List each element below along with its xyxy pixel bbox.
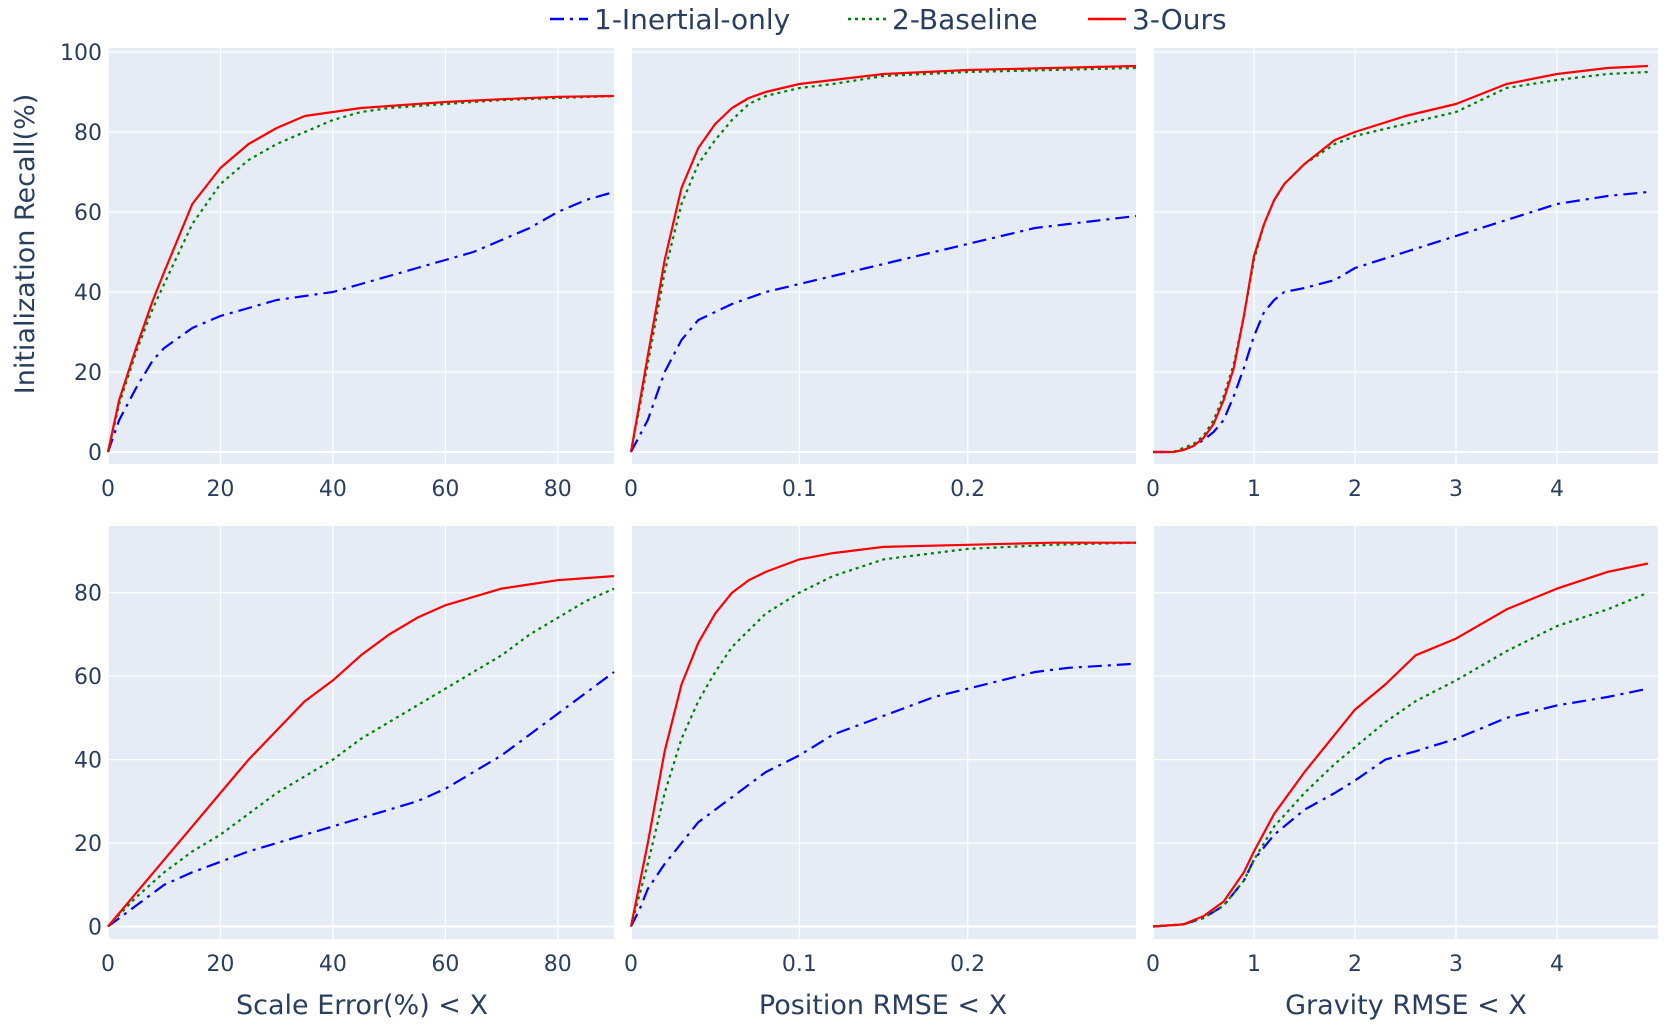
y-tick-label: 60 xyxy=(74,201,102,226)
series-line-ours xyxy=(106,94,615,453)
x-tick-label: 80 xyxy=(544,952,572,977)
y-tick-label: 40 xyxy=(74,749,102,774)
x-tick-label: 40 xyxy=(319,952,347,977)
legend-item-baseline: 2-Baseline xyxy=(848,3,1038,36)
x-tick-label: 60 xyxy=(431,952,459,977)
y-tick-label: 0 xyxy=(88,441,102,466)
x-tick-label: 0 xyxy=(1146,952,1160,977)
plot-area xyxy=(631,48,1136,464)
y-tick-label: 80 xyxy=(74,121,102,146)
plot-area xyxy=(108,526,614,939)
series-line-baseline xyxy=(107,587,615,928)
x-axis-titles: Scale Error(%) < X Position RMSE < X Gra… xyxy=(236,990,1527,1021)
series-line-inertial xyxy=(630,662,1137,927)
y-axis-title: Initialization Recall(%) xyxy=(10,94,41,395)
series-line-inertial xyxy=(630,214,1137,453)
legend-label-ours: 3-Ours xyxy=(1132,3,1227,36)
x-tick-label: 0 xyxy=(101,952,115,977)
x-tick-label: 0 xyxy=(1146,477,1160,502)
plot-area xyxy=(1153,48,1658,464)
series-line-ours xyxy=(1153,64,1648,454)
x-tick-label: 0 xyxy=(624,477,638,502)
y-tick-label: 100 xyxy=(60,41,102,66)
x-tick-label: 4 xyxy=(1550,952,1564,977)
x-tick-label: 0.2 xyxy=(950,952,985,977)
x-tick-label: 20 xyxy=(206,952,234,977)
x-tick-label: 0 xyxy=(624,952,638,977)
x-tick-label: 4 xyxy=(1550,477,1564,502)
plot-area xyxy=(1153,526,1658,939)
plot-area xyxy=(108,48,614,464)
subplot-top-position: 0 0.1 0.2 xyxy=(624,48,1137,502)
subplot-top-scale: 0 20 40 60 80 0 20 40 60 80 100 xyxy=(60,41,615,502)
series-line-ours xyxy=(107,575,615,928)
x-tick-label: 0.1 xyxy=(782,952,817,977)
x-axis-title-position: Position RMSE < X xyxy=(759,990,1007,1021)
x-tick-label: 1 xyxy=(1247,477,1261,502)
x-tick-label: 80 xyxy=(544,477,572,502)
x-tick-label: 0.2 xyxy=(950,477,985,502)
x-axis-title-gravity: Gravity RMSE < X xyxy=(1285,990,1527,1021)
legend-label-inertial: 1-Inertial-only xyxy=(594,3,790,36)
series-line-inertial xyxy=(107,671,615,928)
series-line-inertial xyxy=(1152,687,1649,928)
y-tick-label: 60 xyxy=(74,665,102,690)
x-tick-label: 20 xyxy=(206,477,234,502)
x-tick-label: 1 xyxy=(1247,952,1261,977)
subplot-bottom-gravity: 0 1 2 3 4 xyxy=(1146,526,1658,977)
y-tick-label: 20 xyxy=(74,832,102,857)
x-axis-title-scale: Scale Error(%) < X xyxy=(236,990,488,1021)
subplot-bottom-scale: 0 20 40 60 80 0 20 40 60 80 xyxy=(74,526,615,977)
x-tick-label: 0.1 xyxy=(782,477,817,502)
series-line-baseline xyxy=(629,541,1137,927)
y-tick-label: 80 xyxy=(74,582,102,607)
y-tick-label: 20 xyxy=(74,361,102,386)
y-tick-label: 0 xyxy=(88,915,102,940)
x-tick-label: 3 xyxy=(1449,477,1463,502)
y-tick-label: 40 xyxy=(74,281,102,306)
x-tick-label: 0 xyxy=(101,477,115,502)
x-tick-label: 3 xyxy=(1449,952,1463,977)
series-line-ours xyxy=(1152,562,1649,928)
x-tick-label: 60 xyxy=(431,477,459,502)
series-line-ours xyxy=(629,541,1136,927)
legend-label-baseline: 2-Baseline xyxy=(892,3,1038,36)
legend-item-inertial: 1-Inertial-only xyxy=(550,3,790,36)
legend: 1-Inertial-only 2-Baseline 3-Ours xyxy=(550,3,1227,36)
x-tick-label: 40 xyxy=(319,477,347,502)
series-line-baseline xyxy=(106,94,615,453)
x-tick-label: 2 xyxy=(1348,477,1362,502)
series-line-inertial xyxy=(1153,190,1649,454)
subplot-bottom-position: 0 0.1 0.2 xyxy=(624,526,1137,977)
x-tick-label: 2 xyxy=(1348,952,1362,977)
series-line-inertial xyxy=(106,190,615,453)
series-line-baseline xyxy=(629,66,1137,453)
legend-item-ours: 3-Ours xyxy=(1088,3,1227,36)
plot-area xyxy=(631,526,1136,939)
series-line-ours xyxy=(629,64,1137,453)
subplot-top-gravity: 0 1 2 3 4 xyxy=(1146,48,1658,502)
